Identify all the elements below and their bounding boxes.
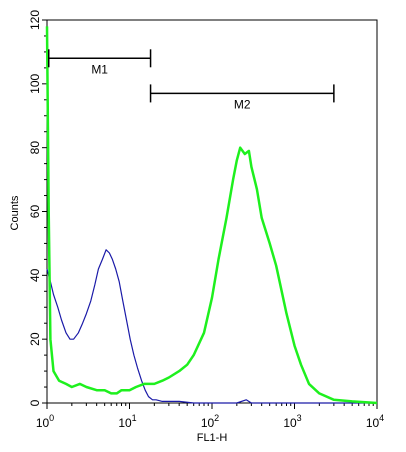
y-tick-label: 120 (28, 10, 42, 30)
x-tick-label: 104 (366, 413, 384, 430)
y-tick-label: 0 (28, 399, 42, 406)
series-line-1 (46, 249, 377, 404)
marker-m2: M2 (149, 84, 335, 111)
x-axis: 100 101 102 103 104 (36, 403, 384, 430)
x-tick-label: 100 (36, 413, 54, 430)
y-tick-label: 80 (28, 141, 42, 155)
x-axis-title: FL1-H (197, 432, 228, 444)
y-tick-label: 100 (28, 74, 42, 94)
x-tick-label: 101 (118, 413, 136, 430)
series-layer (45, 26, 378, 405)
marker-layer: M1 M2 (47, 49, 335, 111)
plot-frame (46, 19, 378, 404)
series-line-2 (45, 26, 378, 405)
x-tick-label: 103 (283, 413, 301, 430)
y-tick-label: 40 (28, 268, 42, 282)
y-axis: 0 20 40 60 80 100 120 (28, 10, 47, 406)
y-tick-label: 60 (28, 205, 42, 219)
y-tick-label: 20 (28, 332, 42, 346)
y-axis-title: Counts (9, 195, 21, 230)
marker-label: M2 (234, 97, 251, 111)
marker-label: M1 (91, 62, 108, 76)
marker-m1: M1 (47, 49, 152, 76)
x-tick-label: 102 (201, 413, 219, 430)
